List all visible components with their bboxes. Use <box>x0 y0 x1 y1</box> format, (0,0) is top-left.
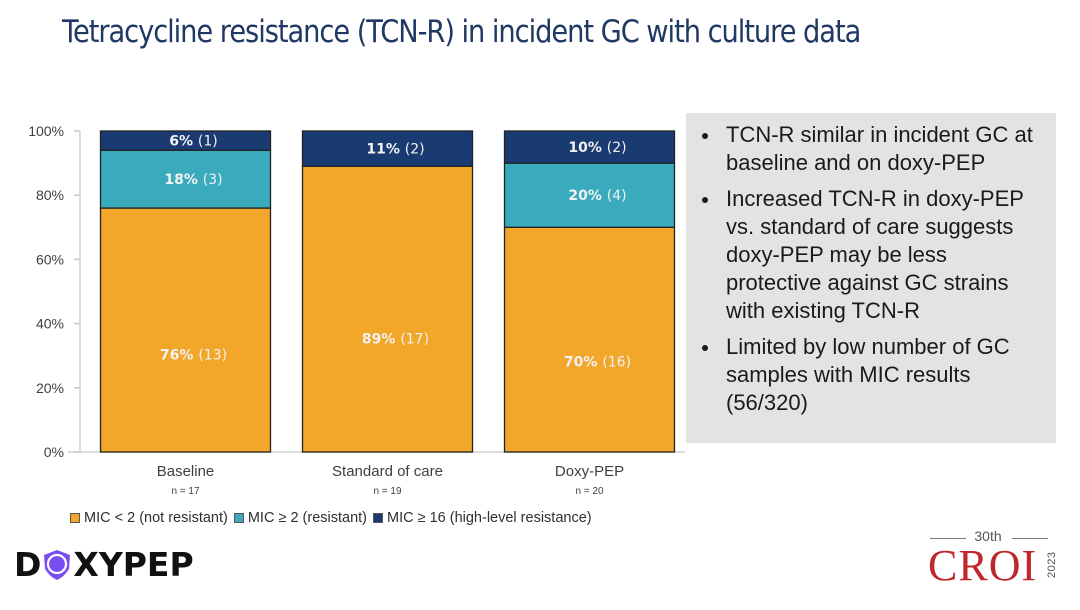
legend-label: MIC < 2 (not resistant) <box>84 510 228 526</box>
finding-text: Increased TCN-R in doxy-PEP vs. standard… <box>726 186 1024 323</box>
finding-text: TCN-R similar in incident GC at baseline… <box>726 122 1033 175</box>
bar-segment-doxy-pep-0 <box>503 226 676 453</box>
finding-text: Limited by low number of GC samples with… <box>726 334 1010 415</box>
legend-item-not-resistant: MIC < 2 (not resistant) <box>70 510 228 526</box>
y-tick-label: 40% <box>36 316 64 332</box>
croi-year: 2023 <box>1046 551 1058 578</box>
bar-data-label: 20% (4) <box>568 188 626 204</box>
bar-segment-doxy-pep-1 <box>503 162 676 228</box>
bar-data-label: 10% (2) <box>568 140 626 156</box>
shield-target-icon <box>42 549 72 581</box>
croi-rule-left <box>930 538 966 539</box>
legend-swatch-orange <box>70 513 80 523</box>
bar-layer <box>99 130 676 453</box>
chart-legend: MIC < 2 (not resistant) MIC ≥ 2 (resista… <box>70 510 592 526</box>
logo-letter-d: D <box>14 545 42 584</box>
bullet-icon <box>702 133 708 139</box>
croi-edition: 30th <box>974 528 1002 544</box>
bar-segment-baseline-1 <box>99 149 272 209</box>
finding-item: Limited by low number of GC samples with… <box>700 333 1046 417</box>
bar-segment-doxy-pep-2 <box>503 130 676 164</box>
y-tick-label: 60% <box>36 251 64 267</box>
bar-data-label: 11% (2) <box>366 142 424 158</box>
legend-item-high-level: MIC ≥ 16 (high-level resistance) <box>373 510 592 526</box>
bar-data-label: 6% (1) <box>169 134 218 150</box>
key-findings-panel: TCN-R similar in incident GC at baseline… <box>686 113 1056 443</box>
bar-data-label: 89% (17) <box>362 331 429 347</box>
legend-item-resistant: MIC ≥ 2 (resistant) <box>233 510 367 526</box>
croi-logo: 30th CROI 2023 <box>928 528 1068 590</box>
legend-label: MIC ≥ 16 (high-level resistance) <box>387 510 592 526</box>
bar-segment-standard-of-care-2 <box>301 130 474 167</box>
x-category-label: Baseline <box>157 463 215 480</box>
slide-title: Tetracycline resistance (TCN-R) in incid… <box>62 14 861 50</box>
doxypep-logo: D XYPEP <box>14 545 194 584</box>
bar-data-label: 18% (3) <box>164 172 222 188</box>
bar-segment-standard-of-care-0 <box>301 165 474 453</box>
logo-letters: XYPEP <box>73 545 194 584</box>
legend-label: MIC ≥ 2 (resistant) <box>247 510 367 526</box>
finding-item: TCN-R similar in incident GC at baseline… <box>700 121 1046 177</box>
y-tick-label: 20% <box>36 380 64 396</box>
x-category-n: n = 19 <box>373 486 402 497</box>
y-tick-label: 0% <box>44 444 64 460</box>
bar-segment-baseline-0 <box>99 207 272 453</box>
bar-data-label: 70% (16) <box>564 355 631 371</box>
croi-rule-right <box>1012 538 1048 539</box>
x-category-label: Standard of care <box>332 463 443 480</box>
y-tick-label: 100% <box>28 123 64 139</box>
finding-item: Increased TCN-R in doxy-PEP vs. standard… <box>700 185 1046 325</box>
legend-swatch-teal <box>233 513 244 523</box>
bullet-icon <box>702 345 708 351</box>
x-category-n: n = 17 <box>171 486 200 497</box>
x-category-n: n = 20 <box>575 486 604 497</box>
legend-swatch-navy <box>373 513 383 523</box>
x-category-label: Doxy-PEP <box>555 463 624 480</box>
y-tick-label: 80% <box>36 187 64 203</box>
bullet-icon <box>702 197 708 203</box>
croi-name: CROI <box>928 541 1038 590</box>
bar-data-label: 76% (13) <box>160 347 227 363</box>
stacked-bar-chart: 0% 20% 40% 60% 80% 100% Baseline n = 17 Standard… <box>28 123 685 497</box>
bar-segment-baseline-2 <box>99 130 272 151</box>
label-layer: 76% (13) 18% (3) 6% (1) 89% (17) 11% (2) 70% … <box>160 134 631 371</box>
